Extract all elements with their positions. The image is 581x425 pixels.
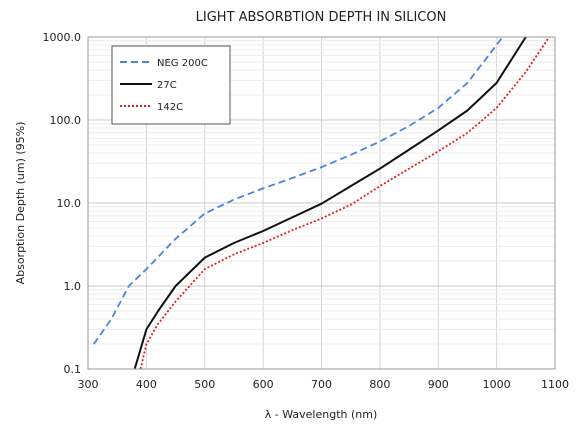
y-tick-label: 1000.0: [43, 31, 82, 44]
legend-label: 142C: [157, 102, 183, 113]
legend-label: 27C: [157, 80, 177, 91]
x-tick-label: 900: [428, 378, 449, 391]
x-tick-label: 500: [194, 378, 215, 391]
grid: [87, 36, 556, 370]
plot-area-frame: [87, 36, 556, 370]
series-line-3: [139, 36, 550, 370]
x-axis-label: λ - Wavelength (nm): [265, 408, 378, 421]
tick-labels: 300 400 500 600 700 800 900 1000 1100 0.1 1.0 10.0 1…: [43, 31, 570, 391]
series-line-1: [93, 36, 504, 345]
x-tick-label: 1100: [541, 378, 569, 391]
chart-title: LIGHT ABSORBTION DEPTH IN SILICON: [196, 10, 447, 25]
series-line-2: [133, 36, 527, 370]
x-tick-label: 300: [78, 378, 99, 391]
legend: NEG 200C 27C 142C: [111, 45, 231, 125]
x-tick-label: 1000: [483, 378, 511, 391]
y-tick-label: 100.0: [50, 114, 82, 127]
y-axis-label: Absorption Depth (um) (95%): [14, 122, 27, 285]
series-lines: [93, 36, 550, 370]
y-tick-label: 0.1: [64, 363, 82, 376]
y-tick-label: 1.0: [64, 280, 82, 293]
x-tick-label: 800: [369, 378, 390, 391]
legend-label: NEG 200C: [157, 58, 208, 69]
x-tick-label: 400: [136, 378, 157, 391]
y-tick-label: 10.0: [57, 197, 82, 210]
x-tick-label: 700: [311, 378, 332, 391]
x-tick-label: 600: [253, 378, 274, 391]
